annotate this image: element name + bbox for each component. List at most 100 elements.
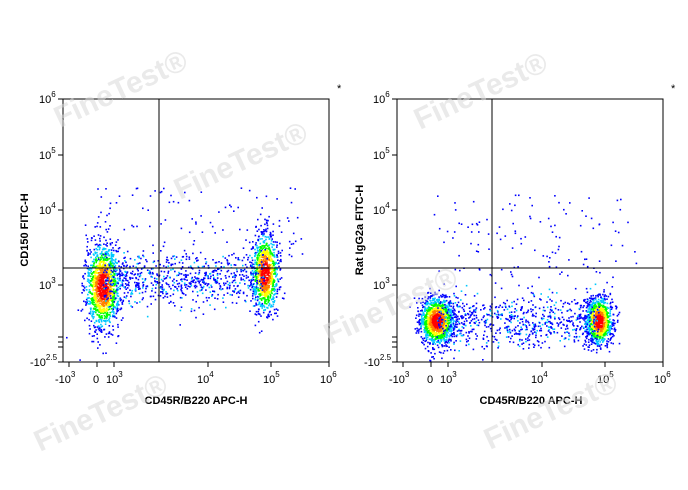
event-dot [130,291,133,294]
event-dot [269,273,272,275]
event-dot [455,285,457,288]
event-dot [209,304,211,306]
event-dot [418,321,420,324]
event-dot [266,236,268,238]
event-dot [267,282,270,284]
event-dot [125,277,127,280]
event-dot [184,294,187,296]
event-dot [589,326,592,328]
event-dot [195,277,197,280]
event-dot [101,317,103,319]
event-dot [158,281,161,284]
event-dot [106,275,109,278]
event-dot [433,333,436,335]
event-dot [444,327,447,329]
event-dot [151,276,153,278]
event-dot [81,308,84,311]
event-dot [429,299,431,302]
event-dot [85,302,88,305]
event-dot [437,309,439,312]
event-dot [120,319,123,321]
event-dot [196,277,199,279]
event-dot [414,328,417,330]
event-dot [256,244,258,247]
event-dot [429,319,431,321]
event-dot [219,287,221,290]
event-dot [102,253,105,256]
event-dot [129,265,131,268]
event-dot [233,275,235,277]
event-dot [259,249,261,252]
event-dot [603,310,606,312]
event-dot [271,238,273,240]
event-dot [270,282,273,284]
event-dot [192,281,194,283]
event-dot [104,251,107,254]
event-dot [261,297,263,300]
event-dot [426,325,429,328]
event-dot [271,288,273,290]
event-dot [196,257,198,259]
event-dot [188,231,191,234]
event-dot [425,339,427,342]
event-dot [278,262,280,264]
event-dot [239,289,242,292]
event-dot [108,268,111,271]
event-dot [599,303,601,305]
event-dot [416,321,419,323]
event-dot [99,307,101,309]
event-dot [104,268,107,270]
event-dot [112,263,115,265]
event-dot [263,229,265,231]
event-dot [594,343,597,345]
event-dot [443,334,445,337]
event-dot [105,272,108,275]
event-dot [122,262,124,264]
event-dot [584,339,586,342]
event-dot [102,282,104,284]
event-dot [137,255,139,258]
event-dot [272,230,274,233]
event-dot [103,298,106,300]
event-dot [166,283,168,285]
event-dot [424,347,427,350]
event-dot [113,276,115,278]
event-dot [98,279,101,282]
event-dot [235,302,238,304]
event-dot [99,265,102,267]
event-dot [257,262,259,265]
event-dot [421,309,423,312]
event-dot [263,273,266,276]
event-dot [587,346,589,348]
marker-label: * [337,83,342,95]
event-dot [271,289,274,291]
event-dot [612,333,614,336]
event-dot [279,260,281,262]
event-dot [276,241,278,244]
event-dot [216,281,219,284]
event-dot [425,315,428,318]
event-dot [101,312,103,314]
event-dot [262,283,264,285]
event-dot [450,308,452,311]
event-dot [260,280,262,282]
event-dot [92,298,94,301]
event-dot [99,310,102,312]
event-dot [181,280,183,283]
event-dot [116,291,118,293]
event-dot [238,292,241,294]
event-dot [268,304,270,307]
event-dot [121,283,124,285]
event-dot [591,337,593,339]
event-dot [172,302,175,304]
event-dot [167,259,169,262]
event-dot [131,289,133,292]
event-dot [110,304,113,307]
event-dot [193,279,195,281]
event-dot [119,285,121,288]
event-dot [443,326,446,328]
event-dot [207,283,210,285]
event-dot [228,275,230,278]
event-dot [264,301,266,303]
event-dot [440,321,442,324]
